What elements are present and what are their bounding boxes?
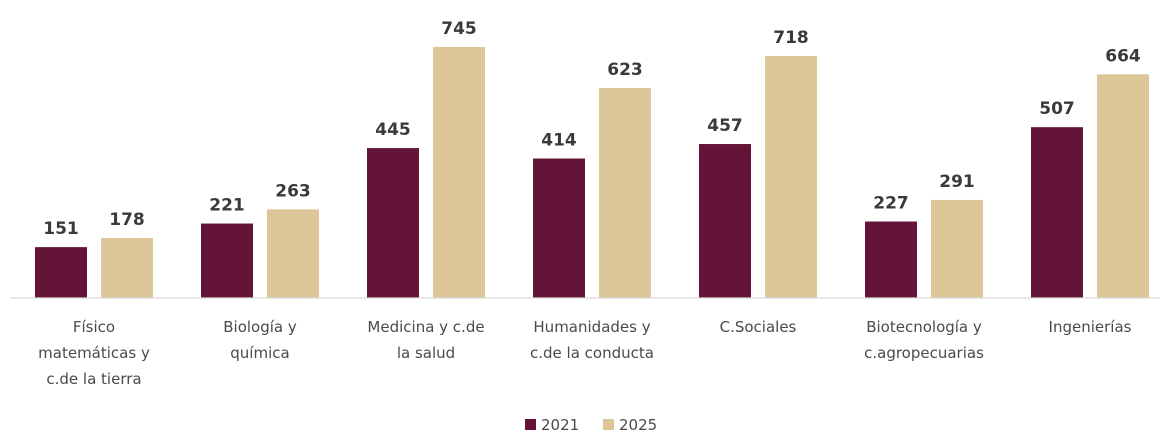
bar-2025-6	[1097, 74, 1149, 298]
value-labels-layer: 151 178 221 263 445 745 414 623 457 718 227 291 507 6…	[43, 19, 1141, 239]
bar-2021-0	[35, 247, 87, 298]
bar-2021-5	[865, 221, 917, 298]
legend-label-2021: 2021	[541, 416, 579, 434]
category-label-2-line-0: Medicina y c.de	[367, 318, 484, 336]
legend-swatch-2025	[603, 419, 614, 430]
bar-2025-4	[765, 56, 817, 298]
category-label-1-line-1: química	[230, 344, 289, 362]
category-label-5-line-0: Biotecnología y	[866, 318, 982, 336]
data-label-2025-0: 178	[109, 210, 145, 230]
data-label-2021-5: 227	[873, 194, 909, 214]
category-label-6-line-0: Ingenierías	[1049, 318, 1132, 336]
data-label-2025-3: 623	[607, 60, 643, 80]
data-label-2025-4: 718	[773, 28, 809, 48]
bar-2021-6	[1031, 127, 1083, 298]
category-label-5-line-1: c.agropecuarias	[864, 344, 984, 362]
data-label-2025-6: 664	[1105, 46, 1141, 66]
category-labels-layer: Físico matemáticas y c.de la tierra Biologí…	[38, 318, 1131, 388]
bar-2025-3	[599, 88, 651, 298]
bars-layer	[35, 47, 1149, 298]
bar-2021-3	[533, 158, 585, 298]
data-label-2025-2: 745	[441, 19, 477, 39]
category-label-0-line-0: Físico	[73, 318, 115, 336]
category-label-3-line-0: Humanidades y	[533, 318, 650, 336]
data-label-2021-1: 221	[209, 196, 245, 216]
bar-2025-1	[267, 209, 319, 298]
bar-2021-4	[699, 144, 751, 298]
bar-2021-2	[367, 148, 419, 298]
legend-swatch-2021	[525, 419, 536, 430]
data-label-2021-4: 457	[707, 116, 743, 136]
data-label-2021-2: 445	[375, 120, 411, 140]
bar-2025-0	[101, 238, 153, 298]
data-label-2025-1: 263	[275, 181, 311, 201]
category-label-3-line-1: c.de la conducta	[530, 344, 654, 362]
bar-2025-5	[931, 199, 983, 298]
data-label-2021-0: 151	[43, 219, 79, 239]
category-label-0-line-1: matemáticas y	[38, 344, 150, 362]
legend: 2021 2025	[525, 416, 657, 434]
bar-2025-2	[433, 47, 485, 298]
category-label-0-line-2: c.de la tierra	[46, 370, 141, 388]
data-label-2021-3: 414	[541, 131, 577, 151]
category-label-4-line-0: C.Sociales	[720, 318, 797, 336]
category-label-1-line-0: Biología y	[223, 318, 297, 336]
legend-label-2025: 2025	[619, 416, 657, 434]
data-label-2021-6: 507	[1039, 99, 1075, 119]
data-label-2025-5: 291	[939, 172, 975, 192]
category-label-2-line-1: la salud	[397, 344, 455, 362]
bar-2021-1	[201, 223, 253, 298]
